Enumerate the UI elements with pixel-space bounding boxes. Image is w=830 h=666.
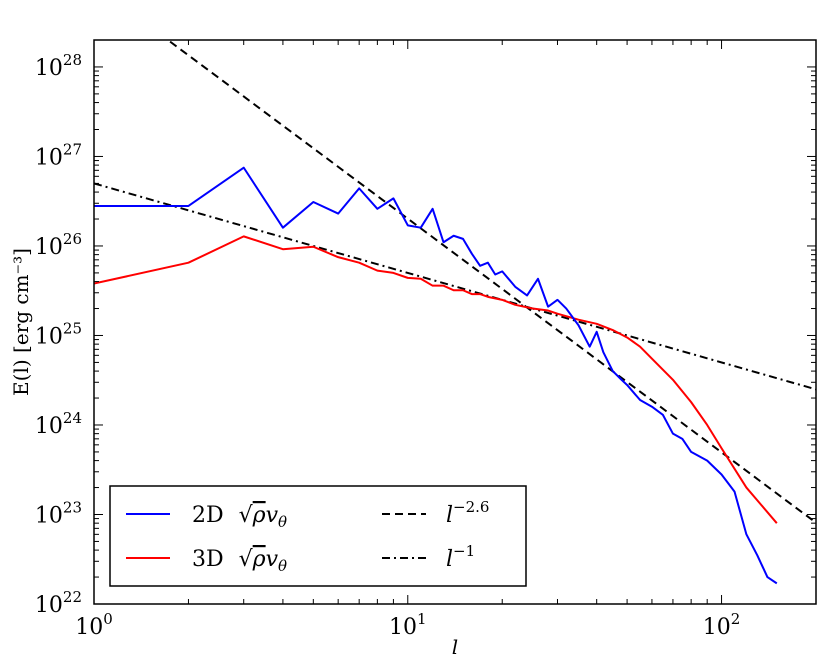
series-layer [94,40,816,585]
series-line-2 [166,40,816,524]
legend-label-2d-prefix: 2D [192,503,224,528]
y-tick-label: 1027 [35,140,82,170]
legend-label-powerlaw-1-base: l [446,547,453,572]
legend-label-3d: 3D √ρvθ [192,547,287,575]
x-tick-label: 101 [389,610,427,640]
x-axis-label: l [452,635,458,659]
x-tick-label: 100 [75,610,113,640]
label-layer: 100 101 102 1022 1023 1024 1025 1026 1027 1028 [35,51,740,640]
legend-label-powerlaw-2-6-base: l [446,503,453,528]
tick-layer [93,39,817,605]
y-tick-label: 1025 [35,319,82,349]
series-line-3 [94,182,816,391]
x-tick-label: 102 [703,610,741,640]
legend-label-powerlaw-1-exp: −1 [453,542,475,560]
legend-label-2d: 2D √ρvθ [192,503,287,531]
series-line-0 [94,166,778,585]
series-line-1 [94,235,778,524]
legend-box [109,485,527,587]
legend-label-powerlaw-2-6: l−2.6 [446,498,489,528]
legend-label-3d-prefix: 3D [192,547,224,572]
legend: 2D √ρvθ 3D √ρvθ l−2.6 l−1 [109,485,527,587]
legend-label-powerlaw-2-6-exp: −2.6 [453,498,489,516]
y-tick-label: 1026 [35,230,82,260]
y-tick-label: 1022 [35,588,82,618]
y-tick-label: 1023 [35,498,82,528]
y-tick-label: 1028 [35,51,82,81]
y-tick-label: 1024 [35,409,82,439]
y-axis-label: E(l) [erg cm⁻³] [9,248,33,396]
legend-label-powerlaw-1: l−1 [446,542,475,572]
plot-frame [93,39,817,605]
